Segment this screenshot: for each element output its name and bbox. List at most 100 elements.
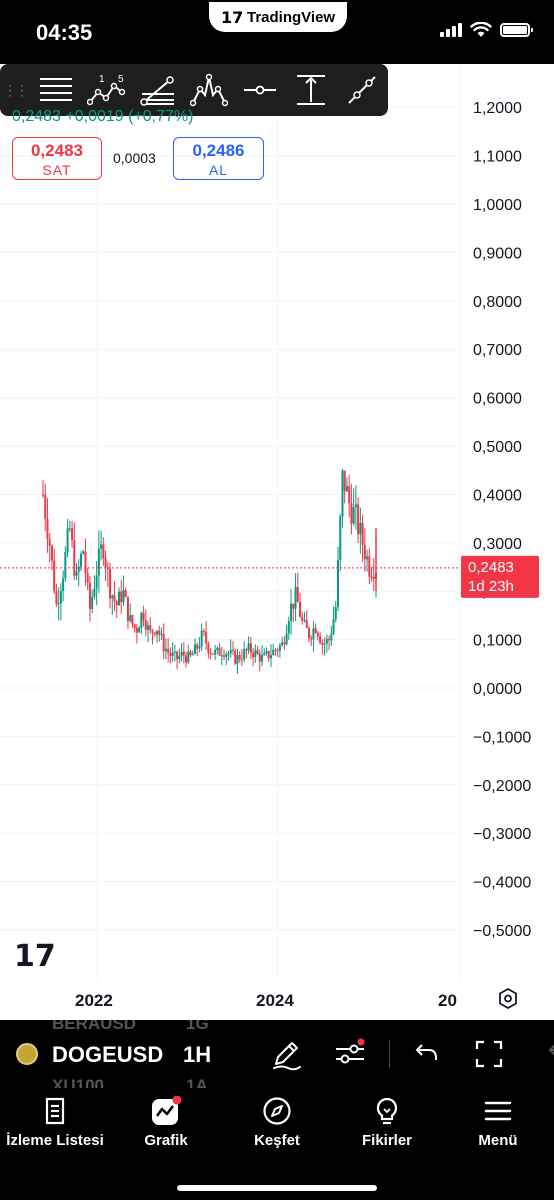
candle [272, 649, 275, 656]
candle [312, 628, 315, 640]
candle [214, 649, 217, 655]
candle [182, 651, 185, 656]
candle [142, 612, 145, 621]
lightbulb-icon [376, 1097, 398, 1125]
y-tick-label: 0,0000 [473, 681, 522, 698]
nav-ideas[interactable]: Fikirler [332, 1096, 442, 1149]
candle [285, 633, 288, 645]
candle [149, 625, 152, 631]
candle [55, 591, 58, 605]
y-tick-label: 1,0000 [473, 197, 522, 214]
drawing-toolbar: ⋮⋮ 1 5 [0, 64, 388, 116]
candle [334, 607, 337, 620]
candle [111, 595, 114, 599]
candle [357, 504, 360, 535]
price-range-icon[interactable] [285, 64, 336, 116]
price-change-line: 0,2483 +0,0019 (+0,77%) [12, 108, 194, 125]
nav-explore[interactable]: Keşfet [222, 1096, 332, 1149]
candle [109, 569, 112, 599]
candle [261, 655, 264, 662]
candle [218, 647, 221, 656]
candle [77, 566, 80, 572]
nav-watchlist[interactable]: İzleme Listesi [0, 1096, 110, 1149]
chart-settings-icon[interactable] [499, 987, 517, 1010]
fib-retracement-icon[interactable] [132, 64, 183, 116]
candle [281, 642, 284, 646]
nav-chart[interactable]: Grafik [111, 1096, 221, 1149]
candle [115, 601, 118, 606]
candle [234, 650, 237, 664]
wifi-icon [470, 22, 492, 37]
elliott-wave-icon[interactable]: 1 5 [81, 64, 132, 116]
y-tick-label: 0,7000 [473, 342, 522, 359]
candle-series [42, 468, 377, 675]
spread-value: 0,0003 [113, 150, 156, 166]
candle [332, 619, 335, 634]
status-icons [440, 22, 533, 38]
candle [269, 655, 272, 659]
fullscreen-icon[interactable] [471, 1036, 507, 1072]
divider [389, 1040, 390, 1068]
candle [256, 650, 259, 654]
candle [100, 544, 103, 549]
candle [68, 528, 71, 530]
candle [337, 560, 340, 608]
candle [160, 634, 163, 636]
candle [73, 540, 76, 576]
y-tick-label: 0,9000 [473, 245, 522, 262]
x-tick-label: 20 [438, 991, 457, 1010]
undo-icon-partial[interactable] [540, 1036, 554, 1072]
app-indicator[interactable]: 17 TradingView [209, 2, 347, 32]
nav-label: Keşfet [254, 1132, 300, 1149]
candle [211, 653, 214, 655]
y-tick-label: −0,3000 [473, 826, 531, 843]
price-chart[interactable]: 1,2000 1,1000 1,0000 0,9000 0,8000 0,7000 0,60… [0, 64, 554, 1020]
battery-icon [500, 23, 533, 37]
indicators-icon[interactable] [332, 1036, 368, 1072]
drag-handle-icon[interactable]: ⋮⋮ [3, 81, 29, 98]
candle [202, 630, 205, 632]
candle [207, 643, 210, 653]
symbol-name[interactable]: DOGEUSD [52, 1042, 164, 1067]
candle [350, 503, 353, 524]
interval-selector[interactable]: 1H [183, 1042, 212, 1067]
sell-button[interactable]: 0,2483 SAT [12, 137, 102, 180]
horizontal-lines-icon[interactable] [30, 64, 81, 116]
candle [104, 558, 107, 568]
candle [220, 655, 223, 657]
candle [133, 624, 136, 628]
candle [283, 642, 286, 645]
candle [359, 522, 362, 535]
pattern-icon[interactable] [183, 64, 234, 116]
candle [301, 616, 304, 621]
nav-menu[interactable]: Menü [443, 1096, 553, 1149]
candle [316, 632, 319, 637]
y-tick-label: 1,2000 [473, 100, 522, 117]
y-tick-label: 0,8000 [473, 294, 522, 311]
pen-icon[interactable] [268, 1036, 304, 1072]
candle [169, 652, 172, 656]
menu-icon [484, 1101, 512, 1121]
candle [263, 653, 266, 656]
candle [258, 653, 261, 662]
candle [243, 649, 246, 660]
candle [86, 573, 89, 583]
trend-line-icon[interactable] [336, 64, 387, 116]
y-tick-label: 1,1000 [473, 149, 522, 166]
ghost-interval: 1A [186, 1076, 208, 1088]
candle [323, 643, 326, 645]
candle [352, 507, 355, 524]
buy-button[interactable]: 0,2486 AL [173, 137, 264, 180]
sell-label: SAT [42, 162, 72, 178]
candle [247, 643, 250, 651]
candle [328, 638, 331, 641]
candle [44, 494, 47, 519]
candle [176, 651, 179, 660]
candle [341, 470, 344, 517]
sell-price: 0,2483 [31, 141, 83, 160]
horizontal-ray-icon[interactable] [234, 64, 285, 116]
undo-icon[interactable] [407, 1036, 443, 1072]
candle [292, 603, 295, 609]
candle [62, 578, 65, 591]
candle [129, 615, 132, 621]
